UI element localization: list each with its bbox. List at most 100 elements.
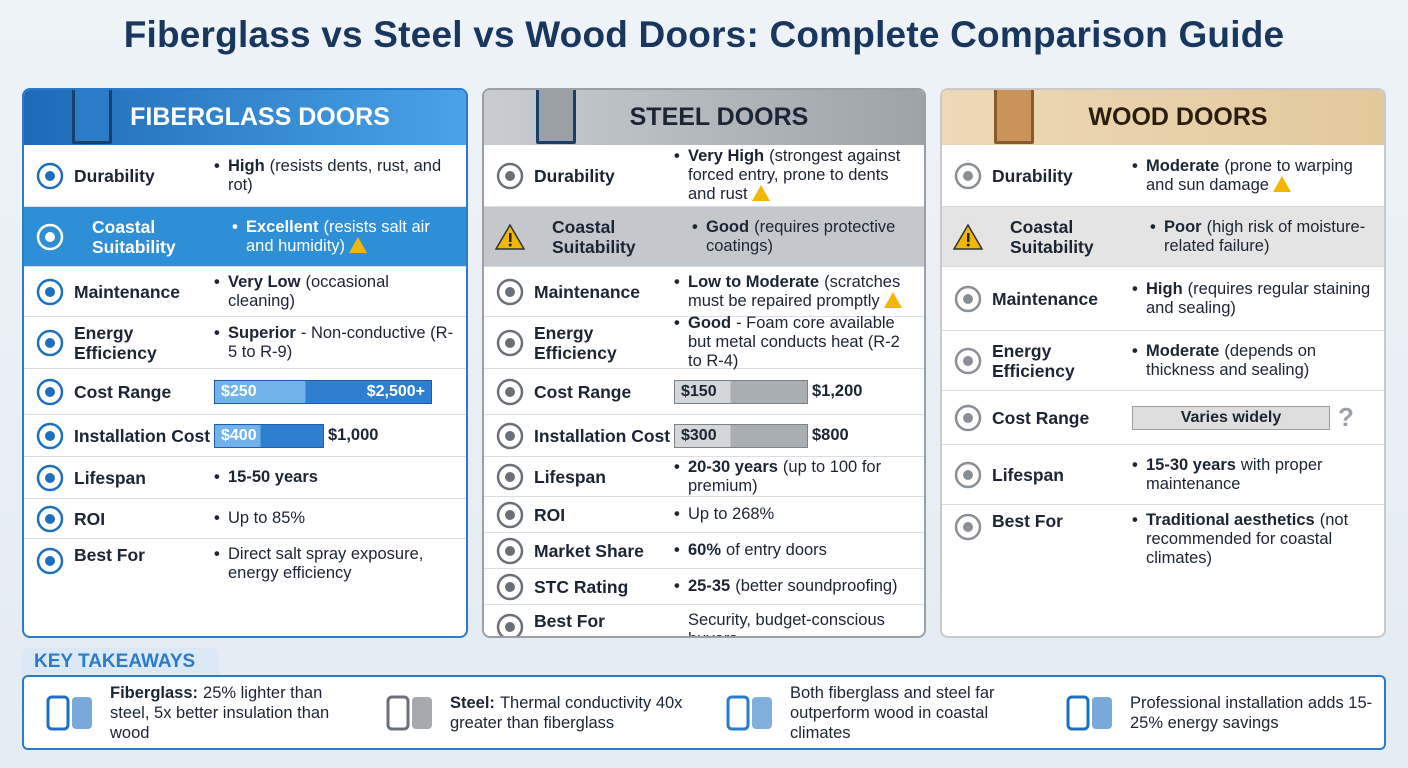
- row-value: • Poor (high risk of moisture-related fail…: [1150, 218, 1376, 256]
- value-text: Security, budget-conscious buyers: [688, 611, 916, 636]
- door-icon: [72, 90, 112, 144]
- value-detail: of entry doors: [726, 541, 827, 559]
- takeaway-icon: [726, 695, 772, 730]
- row-label: Durability: [74, 165, 155, 186]
- range-high: $1,000: [328, 426, 379, 444]
- comparison-row: Coastal Suitability • Poor (high risk of mo…: [942, 207, 1384, 267]
- row-label: STC Rating: [534, 576, 629, 597]
- value-emphasis: Very High: [688, 147, 765, 165]
- bullet: •: [674, 314, 680, 332]
- range-bar: $250 $2,500+: [214, 379, 432, 404]
- comparison-row: Energy Efficiency • Superior - Non-conducti…: [24, 317, 466, 369]
- value-detail: Direct salt spray exposure, energy effic…: [228, 545, 424, 582]
- value-detail: - Non-conductive (R-5 to R-9): [228, 323, 454, 361]
- value-emphasis: High: [228, 156, 265, 175]
- value-detail: (strongest against forced entry, prone t…: [688, 147, 901, 203]
- value-detail: (depends on thickness and sealing): [1146, 341, 1317, 379]
- row-value: $150 $1,200: [674, 379, 916, 404]
- row-icon: [36, 162, 64, 189]
- comparison-row: Lifespan • 15-50 years: [24, 457, 466, 499]
- value-detail: (requires regular staining and sealing): [1146, 279, 1371, 317]
- bullet: •: [674, 577, 680, 595]
- row-label: Cost Range: [992, 407, 1090, 428]
- row-icon: [954, 404, 982, 431]
- row-label: Coastal Suitability: [1010, 216, 1094, 257]
- takeaway-icon: [1066, 695, 1112, 730]
- takeaway-emphasis: Fiberglass:: [110, 683, 199, 702]
- row-icon: [36, 505, 64, 532]
- bar-wrap: Varies widely?: [1132, 402, 1354, 432]
- comparison-row: STC Rating • 25-35 (better soundproofing): [484, 569, 924, 605]
- range-bar: $150: [674, 379, 808, 404]
- bullet: •: [1132, 156, 1138, 175]
- comparison-row: Best For Security, budget-conscious buyer…: [484, 605, 924, 636]
- row-icon: [36, 378, 64, 405]
- value-detail: with proper maintenance: [1146, 455, 1323, 493]
- value-text: 60% of entry doors: [688, 541, 827, 560]
- column-header: FIBERGLASS DOORS: [24, 90, 466, 145]
- comparison-row: Cost Range Varies widely?: [942, 391, 1384, 445]
- value-text: Very High (strongest against forced entry…: [688, 147, 916, 204]
- row-label: Lifespan: [534, 466, 606, 487]
- row-icon: [36, 547, 64, 575]
- range-bar: $300: [674, 423, 808, 448]
- comparison-row: Lifespan • 15-30 years with proper maintena…: [942, 445, 1384, 505]
- value-detail: - Foam core available but metal conducts…: [688, 314, 900, 370]
- takeaway-item: Fiberglass: 25% lighter than steel, 5x be…: [24, 683, 364, 743]
- row-value: • Very Low (occasional cleaning): [214, 273, 458, 311]
- warning-icon: [349, 236, 368, 253]
- row-label: Installation Cost: [74, 425, 211, 446]
- row-value: $400 $1,000: [214, 423, 458, 448]
- range-low: $150: [681, 383, 717, 400]
- value-emphasis: High: [1146, 279, 1183, 298]
- comparison-row: Lifespan • 20-30 years (up to 100 for premi…: [484, 457, 924, 497]
- row-label: ROI: [534, 504, 566, 525]
- comparison-row: Installation Cost $300 $800: [484, 415, 924, 457]
- bar-wrap: $400 $1,000: [214, 423, 379, 448]
- range-bar: Varies widely: [1132, 405, 1330, 430]
- comparison-row: Coastal Suitability • Good (requires protec…: [484, 207, 924, 267]
- row-value: • Excellent (resists salt air and humidity…: [232, 218, 458, 256]
- takeaway-detail: Thermal conductivity 40x greater than fi…: [450, 693, 683, 732]
- column-title: STEEL DOORS: [629, 103, 809, 131]
- row-value: Security, budget-conscious buyers: [674, 611, 916, 636]
- comparison-column: STEEL DOORS Durability • Very High (stronges…: [482, 88, 926, 638]
- row-label: Cost Range: [74, 381, 172, 402]
- value-detail: (better soundproofing): [735, 577, 898, 595]
- value-detail: (prone to warping and sun damage: [1146, 156, 1353, 194]
- value-detail: (resists dents, rust, and rot): [228, 156, 442, 194]
- bullet: •: [1132, 455, 1138, 474]
- bar-wrap: $300 $800: [674, 423, 849, 448]
- bullet: •: [232, 217, 238, 236]
- row-value: • Moderate (depends on thickness and seali…: [1132, 342, 1376, 380]
- row-label: Best For: [992, 511, 1063, 531]
- row-label: Durability: [534, 165, 615, 186]
- range-low: $250: [221, 383, 257, 400]
- range-bar: $400: [214, 423, 324, 448]
- row-icon: [496, 278, 524, 305]
- row-label: Best For: [534, 611, 605, 631]
- value-text: 15-50 years: [228, 468, 323, 487]
- row-value: • High (requires regular staining and seal…: [1132, 280, 1376, 318]
- value-detail: (occasional cleaning): [228, 272, 389, 310]
- comparison-column: FIBERGLASS DOORS Durability • High (resists …: [22, 88, 468, 638]
- value-emphasis: Traditional aesthetics: [1146, 511, 1315, 529]
- takeaway-text: Both fiberglass and steel far outperform…: [790, 683, 1044, 743]
- comparison-row: Best For • Traditional aesthetics (not reco…: [942, 505, 1384, 636]
- row-value: • 15-30 years with proper maintenance: [1132, 456, 1376, 494]
- value-detail: (up to 100 for premium): [688, 457, 882, 495]
- range-mark: ?: [1338, 402, 1354, 432]
- value-detail: (not recommended for coastal climates): [1146, 511, 1349, 567]
- comparison-row: Durability • High (resists dents, rust, and…: [24, 145, 466, 207]
- takeaway-icon: [46, 695, 92, 730]
- row-label: Maintenance: [534, 281, 640, 302]
- row-value: Varies widely?: [1132, 402, 1376, 432]
- value-text: Direct salt spray exposure, energy effic…: [228, 545, 458, 583]
- row-icon: [954, 162, 982, 189]
- row-label: Energy Efficiency: [74, 322, 157, 363]
- row-value: • 15-50 years: [214, 468, 458, 487]
- row-value: • Low to Moderate (scratches must be repai…: [674, 273, 916, 311]
- bullet: •: [692, 217, 698, 236]
- warning-icon: [751, 185, 770, 201]
- bullet: •: [674, 272, 680, 291]
